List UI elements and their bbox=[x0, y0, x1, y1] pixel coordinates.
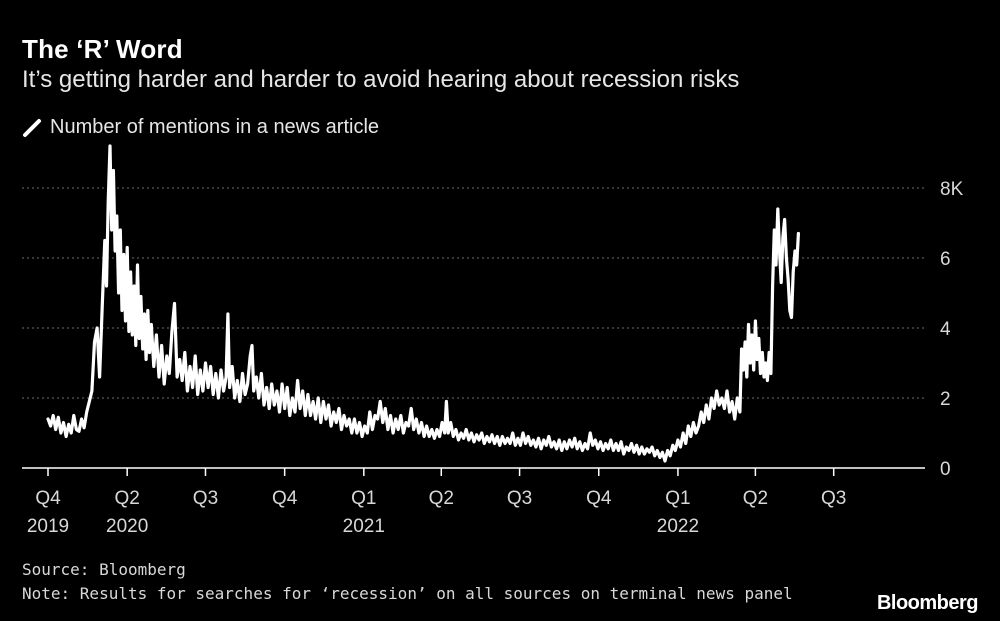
x-tick-year-label: 2019 bbox=[27, 516, 69, 537]
y-tick-label: 2 bbox=[940, 389, 951, 410]
x-tick-year-label: 2021 bbox=[343, 516, 385, 537]
y-tick-label: 0 bbox=[940, 459, 951, 480]
x-tick-label: Q3 bbox=[507, 488, 532, 509]
note-text: Note: Results for searches for ‘recessio… bbox=[22, 584, 793, 603]
x-tick-label: Q1 bbox=[351, 488, 376, 509]
axis-layer bbox=[22, 467, 925, 476]
x-tick-label: Q4 bbox=[35, 488, 61, 509]
chart-subtitle: It’s getting harder and harder to avoid … bbox=[22, 66, 740, 93]
bloomberg-logo: Bloomberg bbox=[876, 592, 979, 614]
x-tick-label: Q4 bbox=[272, 488, 298, 509]
legend-label: Number of mentions in a news article bbox=[50, 116, 380, 138]
x-tick-label: Q2 bbox=[114, 488, 139, 509]
x-tick-label: Q1 bbox=[665, 488, 690, 509]
series-layer bbox=[46, 144, 800, 463]
chart-title: The ‘R’ Word bbox=[22, 34, 183, 64]
y-tick-label: 8K bbox=[940, 179, 964, 200]
x-tick-label: Q3 bbox=[821, 488, 846, 509]
line-series-legend-icon bbox=[23, 118, 41, 137]
x-tick-label: Q2 bbox=[743, 488, 768, 509]
x-tick-label: Q4 bbox=[586, 488, 612, 509]
y-tick-label: 4 bbox=[940, 319, 951, 340]
x-tick-year-label: 2022 bbox=[657, 516, 699, 537]
x-tick-label: Q3 bbox=[193, 488, 218, 509]
y-tick-label: 6 bbox=[940, 249, 951, 270]
source-text: Source: Bloomberg bbox=[22, 560, 186, 579]
legend: Number of mentions in a news article bbox=[22, 116, 379, 139]
x-tick-label: Q2 bbox=[429, 488, 454, 509]
series-line bbox=[46, 144, 800, 463]
x-tick-year-label: 2020 bbox=[106, 516, 148, 537]
label-layer: 0 2 4 6 8K Q4 2019 Q2 2020 Q3 Q4 Q1 2021 Q2 Q3 Q4 Q1 2022… bbox=[27, 179, 964, 537]
